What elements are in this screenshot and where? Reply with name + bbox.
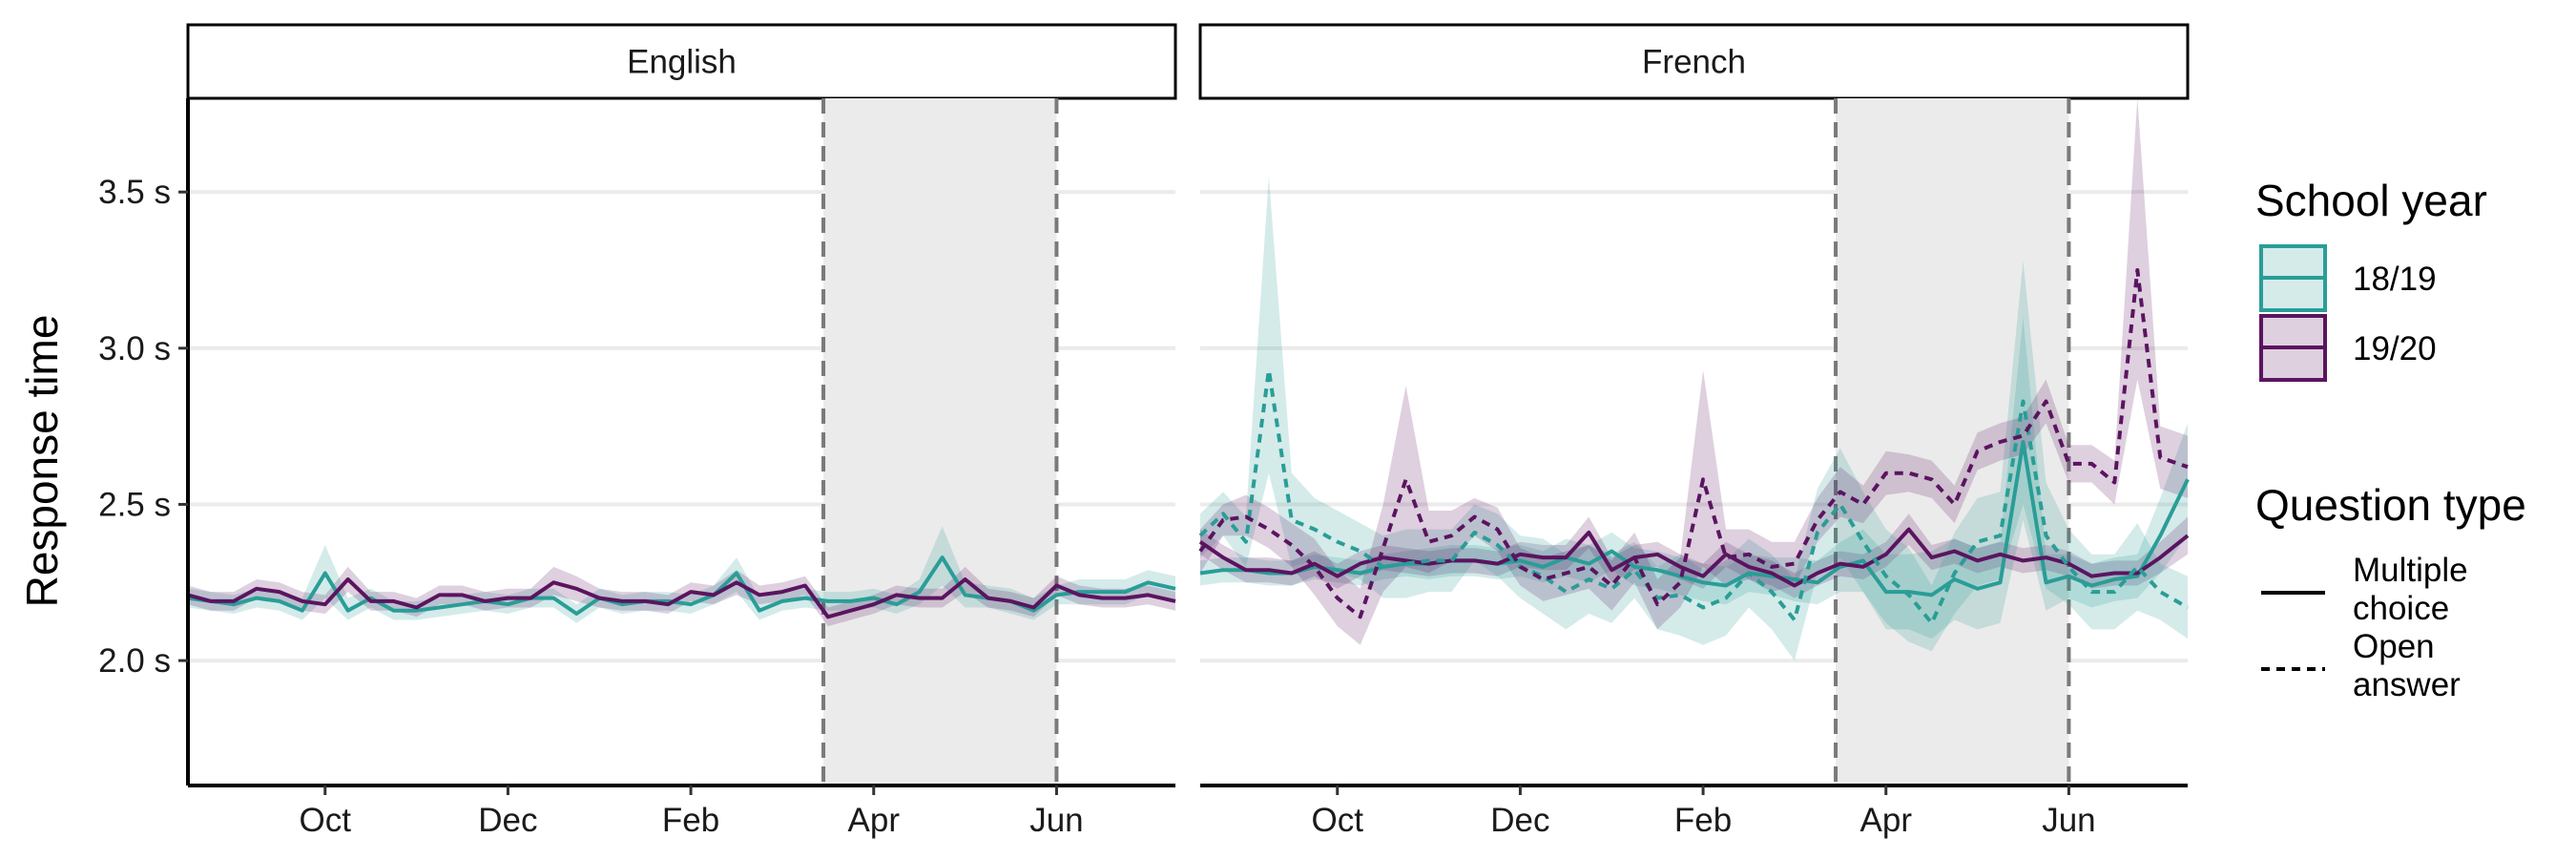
y-tick-label: 2.0 s — [98, 642, 171, 680]
x-tick-label: Jun — [1029, 802, 1083, 839]
strip-french — [1198, 23, 2190, 100]
series-line-19-20-multiple-choice — [1198, 527, 2190, 588]
x-tick-label: Feb — [1674, 802, 1732, 839]
legend-label-line: answer — [2353, 666, 2461, 703]
strip-label-english: English — [627, 44, 737, 81]
legend-label-line: choice — [2353, 590, 2449, 627]
legend-label-18-19: 18/19 — [2353, 261, 2437, 298]
x-tick-label: Oct — [300, 802, 352, 839]
x-tick-label: Jun — [2042, 802, 2095, 839]
x-tick-label: Apr — [848, 802, 901, 839]
y-tick-label: 3.0 s — [98, 330, 171, 367]
series-line-18-19-multiple-choice — [1199, 440, 2190, 597]
x-tick-label: Oct — [1312, 802, 1364, 839]
y-axis-title: Response time — [17, 315, 67, 608]
x-tick-label: Feb — [662, 802, 719, 839]
y-tick-label: 2.5 s — [98, 486, 171, 523]
legend-label-19-20: 19/20 — [2353, 330, 2437, 367]
panel-english: English Oct Dec Feb Apr Jun — [186, 23, 1177, 839]
series-line-19-20-open-answer — [1198, 268, 2189, 619]
strip-english — [186, 23, 1177, 100]
ribbon-18-19-multiple-choice — [1200, 317, 2188, 639]
y-tick-label: 3.5 s — [98, 174, 171, 211]
ribbon-18-19-open-answer — [1200, 176, 2188, 661]
legend: School year 18/19 19/20 Question type Multip… — [2255, 176, 2526, 703]
series-line-19-20-multiple-choice — [187, 577, 1176, 619]
panel-french: French Oct Dec Feb Apr Jun — [1198, 23, 2190, 839]
legend-label-line: Open — [2353, 628, 2435, 665]
legend-label-line: Multiple — [2353, 552, 2468, 589]
legend-title-school-year: School year — [2255, 176, 2487, 225]
legend-title-question-type: Question type — [2255, 480, 2526, 530]
x-tick-label: Dec — [478, 802, 537, 839]
strip-label-french: French — [1642, 44, 1746, 81]
x-tick-label: Apr — [1860, 802, 1913, 839]
x-tick-label: Dec — [1490, 802, 1549, 839]
ribbon-19-20-open-answer — [1200, 98, 2188, 645]
shaded-period — [823, 98, 1057, 786]
